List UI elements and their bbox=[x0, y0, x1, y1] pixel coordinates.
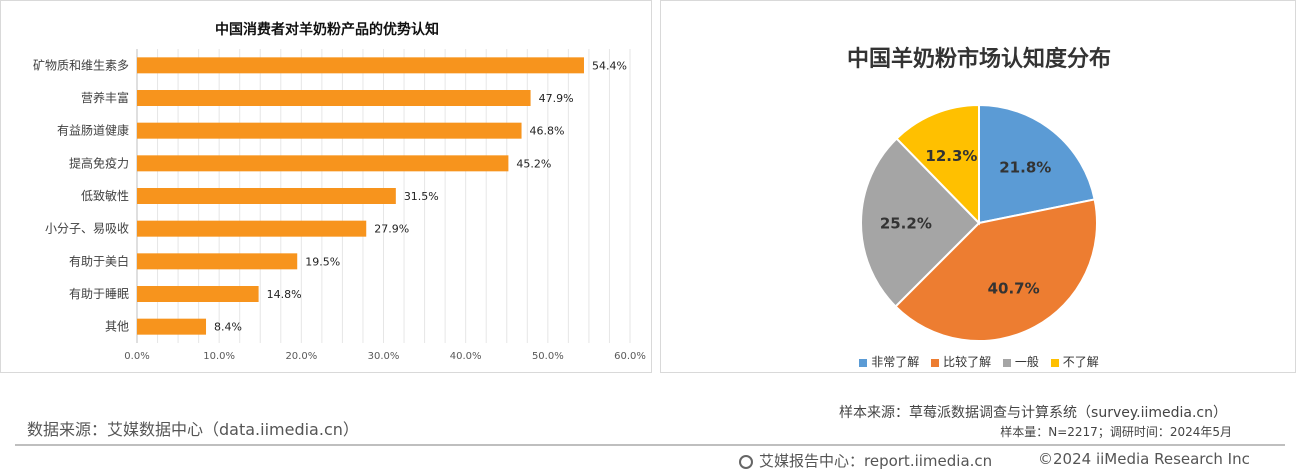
bar bbox=[137, 57, 584, 74]
bar bbox=[137, 253, 298, 270]
bar-chart-panel: 中国消费者对羊奶粉产品的优势认知 0.0% 10.0% 20.0% 30.0% 40.0… bbox=[0, 0, 652, 373]
globe-icon bbox=[739, 454, 753, 469]
x-tick-label: 50.0% bbox=[532, 351, 564, 362]
sample-info-text: 样本量：N=2217；调研时间：2024年5月 bbox=[1000, 425, 1232, 439]
bar bbox=[137, 318, 207, 335]
data-label: 45.2% bbox=[516, 157, 551, 170]
category-label: 矿物质和维生素多 bbox=[33, 58, 129, 72]
pie-chart-title: 中国羊奶粉市场认知度分布 bbox=[846, 46, 1111, 72]
bar-chart-title: 中国消费者对羊奶粉产品的优势认知 bbox=[215, 22, 439, 38]
slice-label: 40.7% bbox=[988, 279, 1040, 297]
legend-swatch bbox=[1002, 358, 1011, 367]
x-tick-label: 30.0% bbox=[368, 351, 400, 362]
bar-chart: 0.0% 10.0% 20.0% 30.0% 40.0% 50.0% 60.0% 矿物质和维生… bbox=[33, 49, 646, 362]
data-label: 27.9% bbox=[374, 223, 409, 236]
x-tick-label: 40.0% bbox=[450, 351, 482, 362]
bar bbox=[137, 122, 522, 139]
bar bbox=[137, 286, 259, 302]
slice-label: 25.2% bbox=[880, 215, 932, 233]
report-center-text: 艾媒报告中心：report.iimedia.cn bbox=[759, 452, 993, 470]
data-label: 46.8% bbox=[530, 125, 565, 138]
footer-divider bbox=[15, 444, 1285, 446]
data-label: 19.5% bbox=[305, 255, 340, 268]
slice-label: 12.3% bbox=[925, 147, 977, 165]
data-label: 47.9% bbox=[539, 92, 574, 105]
legend-swatch bbox=[931, 358, 940, 367]
legend-label: 比较了解 bbox=[943, 355, 992, 369]
pie-chart: 21.8% 40.7% 25.2% 12.3% bbox=[860, 103, 1098, 342]
legend-swatch bbox=[1050, 358, 1059, 367]
data-label: 8.4% bbox=[214, 321, 242, 334]
legend-label: 非常了解 bbox=[871, 355, 920, 369]
data-label: 54.4% bbox=[592, 59, 627, 72]
pie-legend: 非常了解 比较了解 一般 不了解 bbox=[661, 353, 1297, 370]
legend-label: 一般 bbox=[1014, 355, 1039, 369]
pie-slice bbox=[860, 137, 981, 308]
pie-chart-panel: 中国羊奶粉市场认知度分布 21.8% 40.7% 25.2% 12.3% 非常了解 比… bbox=[660, 0, 1296, 373]
legend-swatch bbox=[859, 358, 868, 367]
pie-slice bbox=[894, 198, 1098, 342]
copyright-text: ©2024 iiMedia Research Inc bbox=[1038, 450, 1250, 468]
legend-item: 非常了解 bbox=[859, 353, 919, 370]
data-label: 31.5% bbox=[404, 190, 439, 203]
data-label: 14.8% bbox=[267, 288, 302, 301]
bar bbox=[137, 220, 367, 237]
category-label: 有益肠道健康 bbox=[57, 123, 129, 138]
pie-slice bbox=[978, 103, 1096, 225]
category-label: 小分子、易吸收 bbox=[45, 222, 129, 236]
data-source-text: 数据来源：艾媒数据中心（data.iimedia.cn） bbox=[27, 420, 359, 439]
sample-source-text: 样本来源：草莓派数据调查与计算系统（survey.iimedia.cn） bbox=[839, 405, 1227, 421]
x-tick-label: 20.0% bbox=[285, 351, 317, 362]
x-tick-label: 60.0% bbox=[614, 351, 646, 362]
category-label: 低致敏性 bbox=[81, 188, 129, 203]
legend-label: 不了解 bbox=[1062, 355, 1099, 369]
category-label: 营养丰富 bbox=[81, 90, 129, 105]
x-tick-label: 10.0% bbox=[203, 351, 235, 362]
category-label: 提高免疫力 bbox=[69, 155, 129, 170]
bar bbox=[137, 155, 509, 172]
category-label: 其他 bbox=[105, 320, 129, 334]
legend-item: 比较了解 bbox=[931, 353, 991, 370]
slice-label: 21.8% bbox=[999, 158, 1051, 176]
legend-item: 不了解 bbox=[1050, 353, 1099, 370]
pie-slice bbox=[895, 103, 980, 226]
bar bbox=[137, 188, 396, 204]
report-center-link[interactable]: 艾媒报告中心：report.iimedia.cn bbox=[739, 450, 992, 471]
legend-item: 一般 bbox=[1002, 353, 1039, 370]
x-tick-label: 0.0% bbox=[124, 351, 149, 362]
category-label: 有助于美白 bbox=[69, 253, 129, 268]
bar bbox=[137, 90, 531, 106]
category-label: 有助于睡眠 bbox=[69, 287, 129, 301]
